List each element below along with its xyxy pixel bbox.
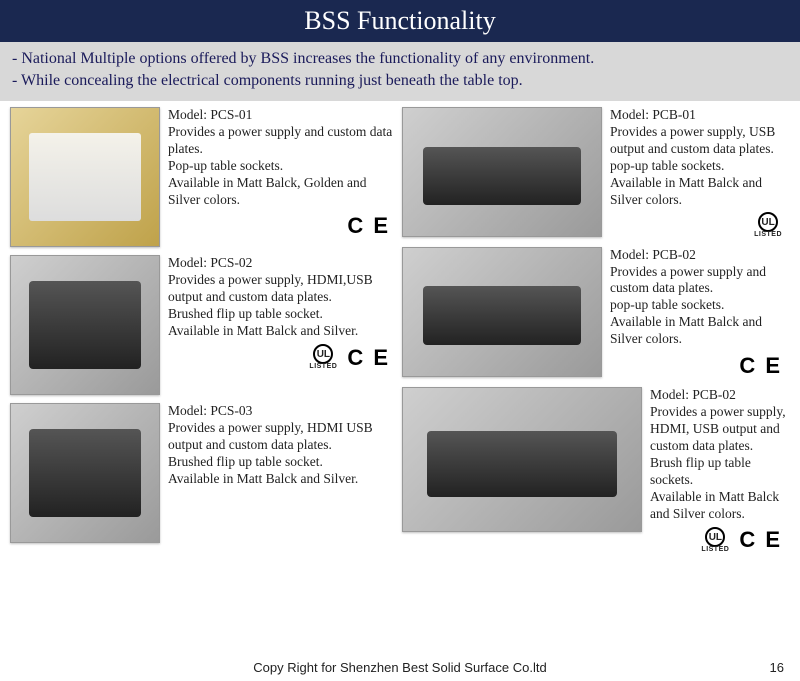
product-text-line: Available in Matt Balck and Silver. <box>168 471 398 488</box>
product-text-line: Brushed flip up table socket. <box>168 454 398 471</box>
product-model: Model: PCS-03 <box>168 403 398 420</box>
ul-listed-mark: ULLISTED <box>701 527 729 553</box>
ul-circle: UL <box>313 344 333 364</box>
ul-circle: UL <box>758 212 778 232</box>
product-item: Model: PCS-03Provides a power supply, HD… <box>10 403 398 543</box>
ul-listed-mark: ULLISTED <box>309 344 337 370</box>
product-text-line: pop-up table sockets. <box>610 158 790 175</box>
certification-marks: C E <box>610 352 790 380</box>
product-model: Model: PCS-02 <box>168 255 398 272</box>
certification-marks: ULLISTED C E <box>650 526 790 554</box>
ce-mark: C E <box>347 344 390 372</box>
product-model: Model: PCB-01 <box>610 107 790 124</box>
product-image <box>10 107 160 247</box>
subtitle-line-1: - National Multiple options offered by B… <box>12 48 788 70</box>
page-title: BSS Functionality <box>304 6 495 35</box>
product-image <box>402 107 602 237</box>
product-text-line: Available in Matt Balck and Silver. <box>168 323 398 340</box>
product-description: Model: PCB-02Provides a power supply and… <box>610 247 790 380</box>
left-column: Model: PCS-01Provides a power supply and… <box>10 107 398 554</box>
product-text-line: Pop-up table sockets. <box>168 158 398 175</box>
product-item: Model: PCS-01Provides a power supply and… <box>10 107 398 247</box>
ul-circle: UL <box>705 527 725 547</box>
product-text-line: Brush flip up table sockets. <box>650 455 790 489</box>
product-text-line: Available in Matt Balck, Golden and Silv… <box>168 175 398 209</box>
ul-listed-text: LISTED <box>309 364 337 370</box>
product-text-line: Provides a power supply, HDMI USB output… <box>168 420 398 454</box>
certification-marks: ULLISTED C E <box>168 344 398 372</box>
product-text-line: Available in Matt Balck and Silver color… <box>610 314 790 348</box>
product-description: Model: PCS-03Provides a power supply, HD… <box>168 403 398 487</box>
product-description: Model: PCB-02Provides a power supply, HD… <box>650 387 790 554</box>
content-grid: Model: PCS-01Provides a power supply and… <box>0 101 800 554</box>
product-image <box>10 255 160 395</box>
product-image <box>10 403 160 543</box>
product-text-line: Provides a power supply, HDMI, USB outpu… <box>650 404 790 455</box>
product-item: Model: PCB-02Provides a power supply and… <box>402 247 790 380</box>
product-text-line: Available in Matt Balck and Silver color… <box>610 175 790 209</box>
product-description: Model: PCS-01Provides a power supply and… <box>168 107 398 240</box>
page-number: 16 <box>770 660 784 675</box>
product-item: Model: PCB-02Provides a power supply, HD… <box>402 387 790 554</box>
product-item: Model: PCB-01Provides a power supply, US… <box>402 107 790 239</box>
product-model: Model: PCB-02 <box>650 387 790 404</box>
ce-mark: C E <box>739 526 782 554</box>
ce-mark: C E <box>347 212 390 240</box>
product-text-line: Brushed flip up table socket. <box>168 306 398 323</box>
product-item: Model: PCS-02Provides a power supply, HD… <box>10 255 398 395</box>
product-description: Model: PCS-02Provides a power supply, HD… <box>168 255 398 371</box>
ul-listed-text: LISTED <box>754 232 782 238</box>
product-image <box>402 387 642 532</box>
certification-marks: C E <box>168 212 398 240</box>
certification-marks: ULLISTED <box>610 212 790 238</box>
ul-listed-mark: ULLISTED <box>754 212 782 238</box>
footer-copy: Copy Right for Shenzhen Best Solid Surfa… <box>0 660 800 675</box>
product-text-line: Provides a power supply and custom data … <box>168 124 398 158</box>
product-model: Model: PCS-01 <box>168 107 398 124</box>
product-text-line: pop-up table sockets. <box>610 297 790 314</box>
ce-mark: C E <box>739 352 782 380</box>
product-model: Model: PCB-02 <box>610 247 790 264</box>
product-text-line: Provides a power supply and custom data … <box>610 264 790 298</box>
title-bar: BSS Functionality <box>0 0 800 42</box>
subtitle-bar: - National Multiple options offered by B… <box>0 42 800 101</box>
product-text-line: Provides a power supply, USB output and … <box>610 124 790 158</box>
ul-listed-text: LISTED <box>701 547 729 553</box>
product-image <box>402 247 602 377</box>
subtitle-line-2: - While concealing the electrical compon… <box>12 70 788 92</box>
product-text-line: Provides a power supply, HDMI,USB output… <box>168 272 398 306</box>
product-text-line: Available in Matt Balck and Silver color… <box>650 489 790 523</box>
product-description: Model: PCB-01Provides a power supply, US… <box>610 107 790 239</box>
right-column: Model: PCB-01Provides a power supply, US… <box>402 107 790 554</box>
